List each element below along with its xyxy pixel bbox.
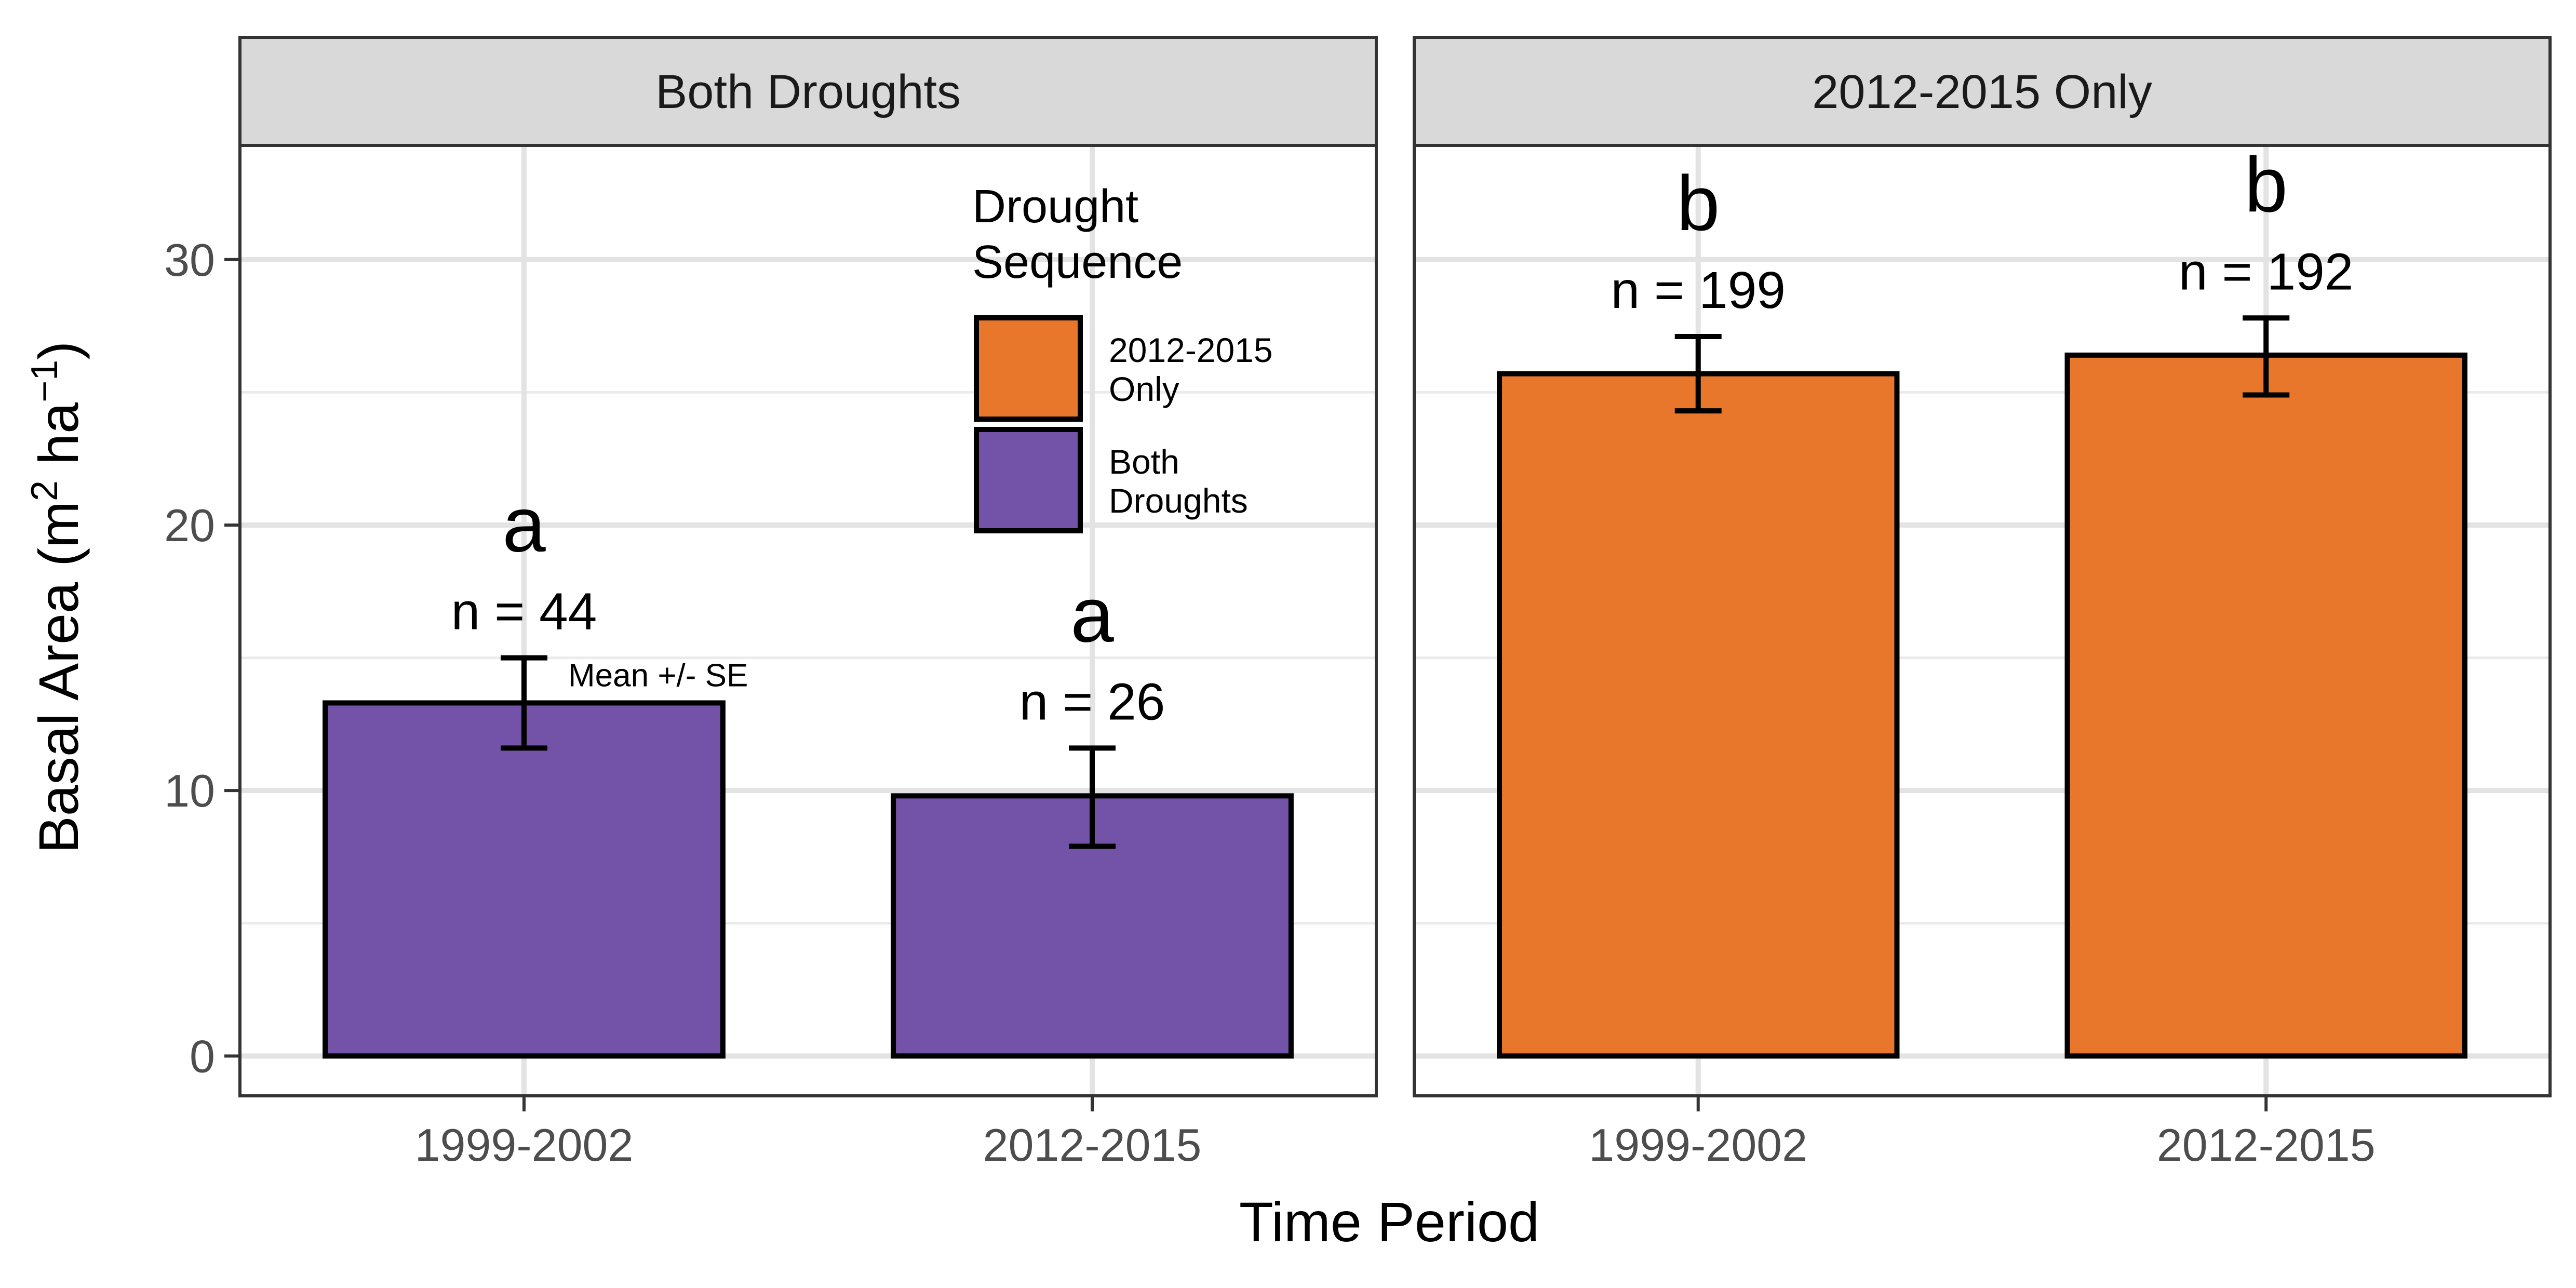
y-axis-title-part: Basal Area (m	[27, 501, 90, 853]
mean-se-annotation: Mean +/- SE	[568, 658, 748, 694]
y-axis-title-part: 2	[24, 480, 65, 501]
significance-letter: b	[1676, 159, 1720, 247]
bar	[1497, 371, 1900, 1059]
legend-title-line1: Drought	[972, 181, 1138, 233]
facet-strip	[1413, 36, 2552, 147]
facet-title: 2012-2015 Only	[1812, 65, 2152, 118]
y-axis-title-part: −1	[24, 360, 65, 403]
bar	[323, 700, 726, 1059]
y-axis-title-part: ha	[27, 402, 90, 480]
sample-size-label: n = 192	[2179, 243, 2353, 301]
bar	[891, 793, 1294, 1059]
legend-label-line2: Only	[1109, 370, 1179, 408]
significance-letter: a	[1070, 571, 1114, 658]
y-tick-label: 10	[164, 765, 215, 816]
sample-size-label: n = 44	[451, 583, 597, 641]
x-tick-label: 1999-2002	[415, 1119, 634, 1171]
sample-size-label: n = 26	[1019, 673, 1165, 731]
bar	[2064, 352, 2467, 1059]
legend-key	[974, 427, 1083, 533]
x-axis-title: Time Period	[1239, 1190, 1539, 1253]
facet-panels: n = 44 a 1999-2002 Mean +/- SE n = 26 a 2012-2…	[238, 36, 2552, 1171]
legend-title-line2: Sequence	[972, 236, 1183, 288]
facet-panel: n = 199 b 1999-2002 n = 192 b 2012-2015 2012-2…	[1413, 36, 2552, 1171]
sample-size-label: n = 199	[1611, 261, 1786, 319]
legend-label-line2: Droughts	[1109, 481, 1248, 520]
legend-label-line1: 2012-2015	[1109, 331, 1273, 369]
y-axis-title: Basal Area (m2 ha−1)	[24, 341, 90, 854]
legend-label-line1: Both	[1109, 442, 1179, 481]
y-tick-label: 20	[164, 500, 215, 551]
facet-panel: n = 44 a 1999-2002 Mean +/- SE n = 26 a 2012-2…	[238, 36, 1378, 1171]
y-axis: 0 10 20 30	[164, 234, 240, 1082]
legend-key	[974, 315, 1083, 422]
facet-title: Both Droughts	[655, 65, 961, 118]
x-tick-label: 2012-2015	[983, 1119, 1202, 1171]
y-tick-label: 30	[164, 234, 215, 286]
x-tick-label: 2012-2015	[2157, 1119, 2376, 1171]
y-axis-title-part: )	[27, 341, 90, 360]
facet-strip	[238, 36, 1378, 147]
significance-letter: a	[502, 481, 546, 568]
significance-letter: b	[2245, 141, 2288, 228]
y-tick-label: 0	[190, 1030, 215, 1082]
x-tick-label: 1999-2002	[1589, 1119, 1807, 1171]
